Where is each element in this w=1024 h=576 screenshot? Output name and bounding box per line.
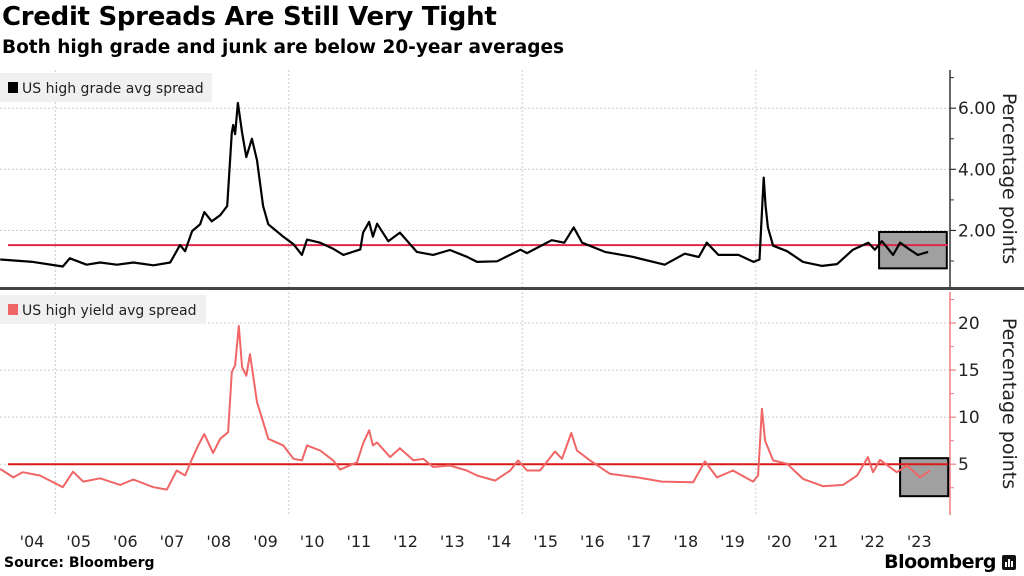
x-tick-label: '12 [393,532,418,551]
legend-swatch [8,304,18,315]
x-tick-label: '06 [113,532,138,551]
y-axis-title: Percentage points [998,318,1020,489]
x-tick-label: '23 [907,532,932,551]
x-tick-label: '17 [627,532,652,551]
x-tick-label: '07 [160,532,185,551]
x-tick-label: '04 [20,532,45,551]
x-tick-label: '18 [673,532,698,551]
series-line-high-grade [0,101,929,268]
y-tick-label: 2.00 [958,221,996,241]
y-tick-label: 4.00 [958,160,996,180]
brand-name: Bloomberg [884,551,996,573]
y-tick-label: 20 [958,314,980,334]
series-line-high-yield [0,324,931,491]
y-axis-title: Percentage points [998,93,1020,264]
x-tick-label: '10 [300,532,325,551]
x-tick-label: '15 [533,532,558,551]
legend-box [0,73,212,102]
x-tick-label: '20 [767,532,792,551]
chart-subtitle: Both high grade and junk are below 20-ye… [2,37,565,58]
bloomberg-chart-icon [1002,554,1016,570]
y-tick-label: 5 [958,455,969,475]
panel-divider [0,287,1024,290]
x-tick-label: '21 [813,532,838,551]
y-tick-label: 10 [958,408,980,428]
legend-swatch [8,82,18,93]
bloomberg-logo: Bloomberg [884,551,1016,573]
x-tick-label: '22 [860,532,885,551]
x-tick-label: '16 [580,532,605,551]
legend-label: US high grade avg spread [22,81,204,97]
highlight-box [878,230,948,270]
x-tick-label: '13 [440,532,465,551]
chart-title: Credit Spreads Are Still Very Tight [2,2,497,32]
x-tick-label: '08 [206,532,231,551]
x-tick-label: '14 [487,532,512,551]
x-tick-label: '09 [253,532,278,551]
y-tick-label: 6.00 [958,99,996,119]
legend-label: US high yield avg spread [22,303,196,319]
x-tick-label: '19 [720,532,745,551]
legend-box [0,295,206,324]
x-tick-label: '11 [346,532,371,551]
x-tick-label: '05 [66,532,91,551]
y-tick-label: 15 [958,361,980,381]
source-note: Source: Bloomberg [4,555,155,571]
